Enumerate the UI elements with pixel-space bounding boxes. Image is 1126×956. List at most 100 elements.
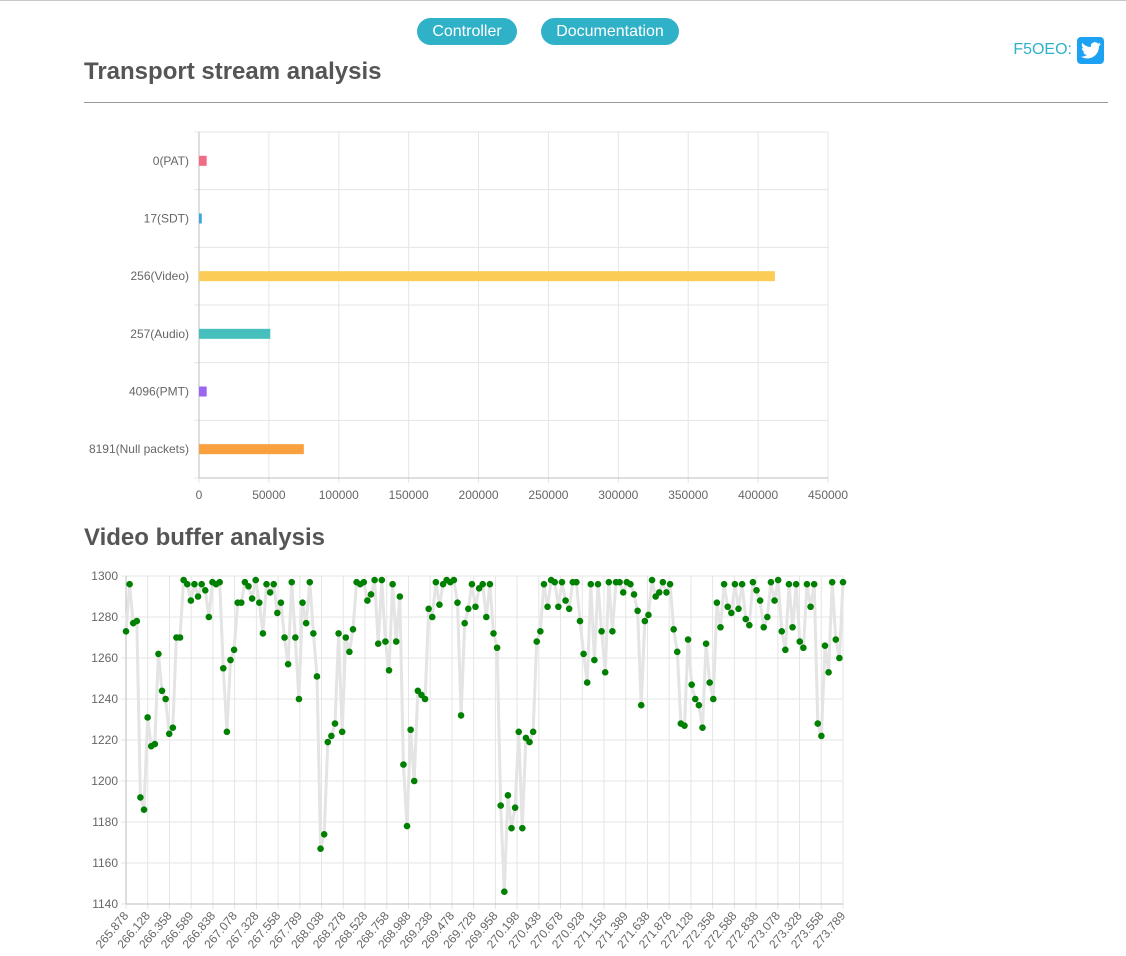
x-tick-label: 350000 bbox=[668, 488, 708, 502]
data-point bbox=[591, 656, 598, 664]
data-point bbox=[400, 761, 407, 768]
data-point bbox=[587, 580, 595, 588]
data-point bbox=[688, 681, 695, 688]
data-point bbox=[187, 597, 195, 604]
data-point bbox=[800, 644, 807, 652]
data-point bbox=[641, 617, 649, 625]
data-point bbox=[663, 589, 670, 596]
data-point bbox=[374, 640, 382, 647]
data-point bbox=[796, 638, 804, 645]
data-point bbox=[133, 617, 141, 625]
bar bbox=[199, 213, 202, 224]
bar bbox=[199, 328, 271, 339]
data-point bbox=[666, 580, 674, 588]
data-point bbox=[825, 669, 832, 676]
data-point bbox=[396, 593, 404, 600]
data-point bbox=[709, 695, 717, 703]
data-point bbox=[252, 576, 260, 584]
data-point bbox=[137, 794, 144, 801]
data-point bbox=[313, 673, 321, 680]
data-point bbox=[389, 580, 396, 588]
data-point bbox=[576, 617, 584, 625]
transport-stream-bar-chart: 0 50000 100000 150000 200000 250000 300000 3500… bbox=[89, 131, 848, 502]
data-point bbox=[421, 695, 429, 703]
data-point bbox=[284, 660, 292, 668]
data-point bbox=[364, 597, 371, 604]
data-point bbox=[515, 728, 523, 736]
data-point bbox=[493, 644, 501, 652]
x-tick-label: 400000 bbox=[738, 488, 778, 502]
y-tick-label: 8191(Null packets) bbox=[89, 442, 189, 456]
data-point bbox=[648, 576, 656, 584]
data-point bbox=[731, 580, 739, 588]
data-point bbox=[598, 628, 605, 635]
data-point bbox=[140, 806, 148, 813]
y-tick-label: 1240 bbox=[91, 692, 118, 706]
data-point bbox=[288, 578, 296, 586]
data-point bbox=[144, 714, 151, 721]
data-point bbox=[836, 654, 843, 662]
data-point bbox=[428, 613, 436, 621]
y-tick-label: 1280 bbox=[91, 610, 118, 624]
x-tick-label: 100000 bbox=[319, 488, 359, 502]
data-point bbox=[266, 589, 274, 596]
data-point bbox=[392, 638, 400, 645]
data-point bbox=[328, 732, 335, 740]
data-point bbox=[764, 613, 771, 621]
video-buffer-line-chart: 114011601180120012201240126012801300265.… bbox=[91, 569, 848, 951]
data-point bbox=[508, 824, 515, 832]
twitter-link[interactable]: F5OEO: bbox=[1013, 35, 1104, 65]
x-tick-label: 50000 bbox=[252, 488, 286, 502]
data-point bbox=[198, 580, 205, 588]
documentation-button[interactable]: Documentation bbox=[541, 18, 679, 45]
data-point bbox=[461, 619, 468, 627]
data-point bbox=[342, 634, 350, 641]
data-point bbox=[281, 634, 288, 641]
video-buffer-title: Video buffer analysis bbox=[84, 524, 325, 551]
series-line bbox=[124, 578, 845, 894]
data-point bbox=[403, 822, 411, 830]
data-point bbox=[753, 587, 760, 594]
data-point bbox=[684, 636, 692, 643]
data-point bbox=[749, 578, 757, 586]
data-point bbox=[162, 695, 169, 703]
data-point bbox=[778, 628, 786, 635]
data-point bbox=[655, 589, 663, 596]
data-point bbox=[756, 597, 764, 604]
data-point bbox=[245, 582, 252, 590]
data-point bbox=[713, 599, 721, 606]
data-point bbox=[425, 605, 432, 613]
data-point bbox=[483, 613, 490, 621]
x-tick-label: 250000 bbox=[528, 488, 568, 502]
data-point bbox=[555, 603, 562, 611]
data-point bbox=[630, 591, 638, 598]
data-point bbox=[216, 578, 223, 586]
data-point bbox=[562, 597, 569, 604]
data-point bbox=[302, 619, 310, 627]
data-point bbox=[558, 578, 566, 586]
y-tick-label: 1180 bbox=[92, 815, 118, 829]
data-point bbox=[785, 580, 793, 588]
data-point bbox=[720, 580, 728, 588]
data-point bbox=[385, 667, 393, 674]
data-point bbox=[735, 605, 742, 613]
data-point bbox=[699, 724, 706, 731]
data-point bbox=[277, 599, 285, 606]
data-point bbox=[789, 623, 796, 631]
data-point bbox=[605, 578, 613, 586]
data-point bbox=[594, 580, 602, 588]
controller-button[interactable]: Controller bbox=[417, 18, 517, 45]
data-point bbox=[828, 578, 836, 586]
data-point bbox=[526, 738, 533, 746]
twitter-icon[interactable] bbox=[1077, 36, 1104, 64]
x-tick-label: 0 bbox=[196, 488, 203, 502]
data-point bbox=[331, 720, 339, 727]
section-divider bbox=[84, 102, 1108, 103]
data-point bbox=[645, 611, 652, 619]
data-point bbox=[270, 580, 278, 588]
data-point bbox=[504, 792, 512, 799]
data-point bbox=[717, 623, 724, 631]
data-point bbox=[634, 607, 641, 615]
data-point bbox=[540, 580, 548, 588]
data-point bbox=[490, 630, 497, 637]
